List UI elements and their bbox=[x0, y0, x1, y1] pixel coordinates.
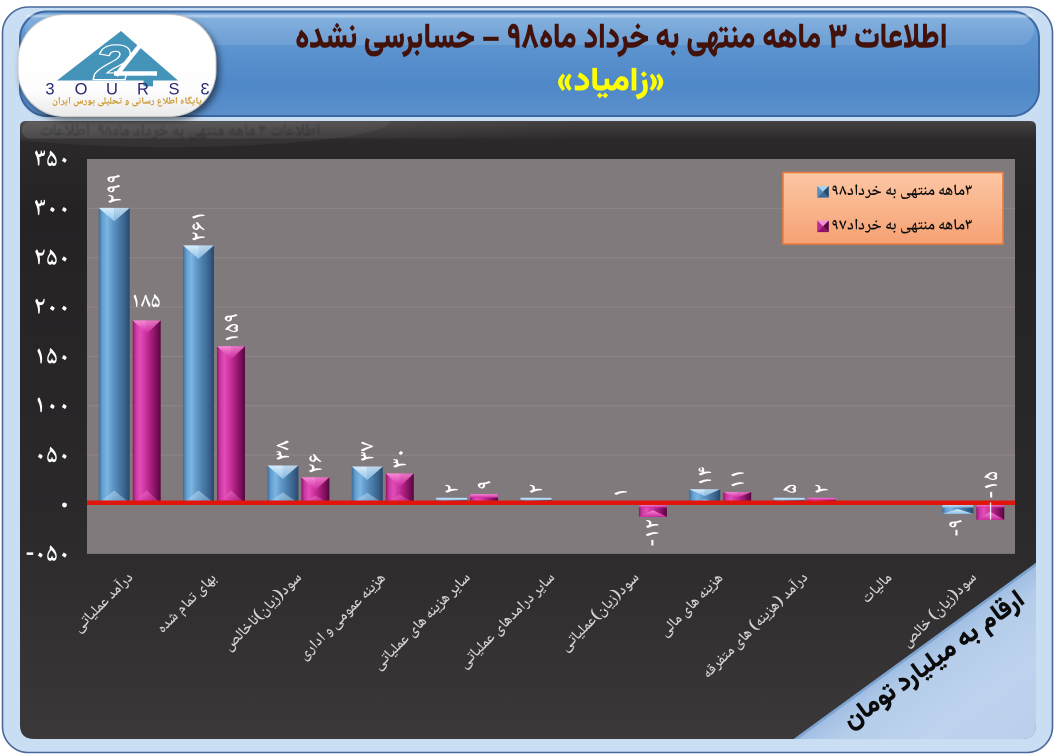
svg-text:O: O bbox=[75, 81, 88, 99]
svg-text:3: 3 bbox=[45, 81, 54, 99]
svg-text:U: U bbox=[106, 81, 118, 99]
svg-text:R: R bbox=[137, 81, 149, 99]
svg-text:3: 3 bbox=[200, 81, 209, 99]
svg-text:S: S bbox=[168, 81, 179, 99]
